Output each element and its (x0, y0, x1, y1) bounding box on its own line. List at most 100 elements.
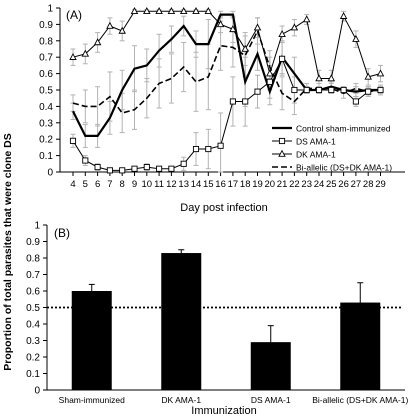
series-point-square (340, 86, 347, 94)
panel-a-legend: Control sham-immunized DS AMA-1 DK AMA-1 Bi… (272, 124, 392, 173)
series-point-square (315, 86, 323, 94)
series-point-triangle (364, 72, 372, 80)
panel-b-y-tick-label: 0.4 (26, 320, 40, 331)
panel-a-x-tick-label: 20 (265, 179, 276, 190)
series-point-triangle (253, 23, 262, 31)
series-point-triangle (339, 11, 348, 19)
series-point-triangle (376, 69, 385, 77)
series-point-square (82, 157, 89, 164)
panel-a-y-tick-label: 0.7 (39, 53, 53, 64)
panel-a-x-tick-label: 18 (240, 179, 251, 190)
series-point-square (131, 165, 138, 172)
panel-b-y-tick-label: 0.9 (26, 237, 40, 248)
panel-a-y-tick-label: 1 (47, 4, 53, 15)
series-point-square (192, 145, 200, 153)
panel-a-y-tick-label: 0.6 (39, 69, 53, 80)
panel-a-x-tick-label: 5 (83, 179, 88, 190)
panel-a-x-tick-label: 8 (120, 179, 125, 190)
panel-a-x-tick-label: 6 (95, 179, 100, 190)
panel-b-y-tick-label: 0.1 (26, 369, 40, 380)
panel-b-y-tick-label: 0 (34, 386, 40, 397)
panel-a-x-tick-label: 21 (277, 179, 288, 190)
panel-a-y-tick-label: 0.3 (39, 118, 53, 129)
panel-a-x-tick-label: 14 (191, 179, 202, 190)
legend-swatch-square (278, 137, 286, 145)
panel-a-x-tick-label: 9 (132, 179, 137, 190)
legend-entry-label: DK AMA-1 (296, 150, 336, 160)
legend-entry-label: DS AMA-1 (296, 137, 336, 147)
series-point-triangle (93, 38, 102, 46)
panel-b-bar-chart: (B) Immunization 0 0.1 0.2 0.3 0.4 0.5 0.6 0.7 0… (26, 221, 408, 418)
bar-1 (71, 291, 112, 390)
panel-a-y-tick-label: 0.8 (39, 36, 53, 47)
panel-b-y-tick-label: 1 (34, 221, 40, 232)
series-point-square (365, 88, 372, 95)
legend-entry-label: Control sham-immunized (296, 124, 391, 134)
series-point-triangle (155, 7, 163, 15)
panel-b-label: (B) (54, 226, 70, 240)
bar-category-label: DS AMA-1 (251, 395, 291, 405)
series-point-triangle (315, 74, 323, 82)
panel-a-y-tick-label: 0.5 (39, 86, 53, 97)
series-point-square (229, 98, 236, 105)
series-point-triangle (106, 21, 114, 29)
legend-entry-label: Bi-allelic (DS+DK AMA-1) (296, 163, 392, 173)
series-point-square (279, 55, 286, 62)
panel-a-y-tick-label: 0.1 (39, 151, 53, 162)
series-point-square (377, 86, 384, 94)
series-point-square (328, 86, 335, 94)
panel-a-x-tick-label: 15 (203, 179, 214, 190)
panel-a-x-tick-label: 13 (178, 179, 189, 190)
series-point-triangle (118, 26, 126, 34)
series-point-square (143, 164, 150, 171)
series-point-square (156, 165, 163, 172)
panel-a-x-tick-label: 7 (107, 179, 112, 190)
panel-a-x-tick-label: 29 (375, 179, 386, 190)
series-point-triangle (192, 7, 200, 15)
legend-swatch-triangle (278, 149, 286, 157)
bar-category-label: DK AMA-1 (161, 395, 201, 405)
series-point-square (180, 160, 187, 167)
series-point-triangle (278, 29, 286, 37)
series-point-triangle (266, 69, 274, 77)
series-point-square (106, 167, 113, 174)
panel-a-x-tick-label: 28 (363, 179, 374, 190)
bar-2 (161, 253, 202, 390)
panel-a-y-tick-label: 0.9 (39, 20, 53, 31)
series-point-square (119, 167, 126, 174)
panel-a-x-tick-label: 23 (301, 179, 312, 190)
series-point-triangle (216, 20, 225, 28)
series-point-triangle (327, 74, 336, 82)
panel-a-x-axis-label: Day post infection (180, 202, 267, 214)
series-point-square (205, 145, 212, 153)
series-point-square (352, 98, 359, 105)
series-point-square (291, 86, 298, 94)
series-point-triangle (290, 23, 299, 31)
series-point-triangle (179, 7, 188, 15)
panel-a-x-tick-label: 22 (289, 179, 300, 190)
panel-a-x-tick-label: 4 (70, 179, 75, 190)
panel-a-y-tick-label: 0 (47, 168, 53, 179)
series-point-triangle (81, 49, 90, 57)
panel-b-y-tick-label: 0.2 (26, 353, 40, 364)
panel-a-x-tick-label: 11 (154, 179, 164, 190)
series-point-square (266, 78, 273, 85)
panel-a-y-tick-label: 0.4 (39, 102, 53, 113)
panel-a-x-tick-label: 26 (338, 179, 349, 190)
series-line-3 (72, 10, 381, 79)
panel-a-x-tick-label: 27 (351, 179, 362, 190)
series-point-square (217, 142, 224, 149)
series-point-triangle (143, 7, 151, 15)
panel-b-y-tick-label: 0.6 (26, 287, 40, 298)
panel-a-x-tick-label: 25 (326, 179, 337, 190)
panel-b-x-axis-label: Immunization (191, 405, 256, 417)
bar-category-label: Bi-allelic (DS+DK AMA-1) (312, 395, 408, 405)
panel-a-x-tick-label: 17 (228, 179, 239, 190)
series-point-triangle (69, 52, 77, 60)
panel-b-y-tick-label: 0.7 (26, 270, 40, 281)
series-point-triangle (167, 7, 176, 15)
panel-a-x-tick-label: 10 (142, 179, 153, 190)
series-point-square (94, 164, 101, 171)
